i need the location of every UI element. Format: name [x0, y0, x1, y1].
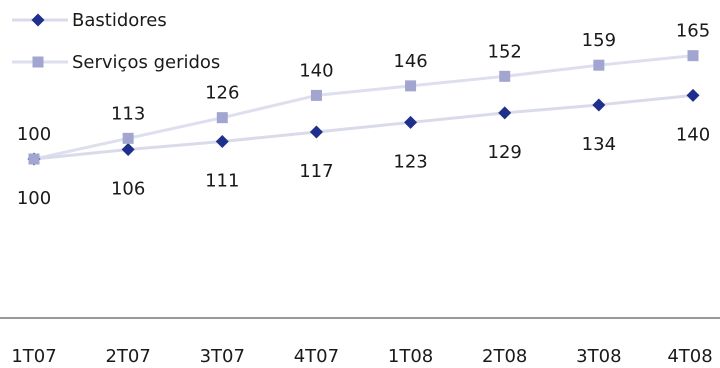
data-label-servicos-geridos-4t07: 140	[299, 60, 333, 81]
data-label-bastidores-2t08: 129	[488, 142, 522, 163]
data-point-bastidores-1t08	[404, 115, 418, 129]
x-tick-label-2t08: 2T08	[482, 346, 527, 367]
x-tick-label-3t07: 3T07	[200, 346, 245, 367]
data-label-bastidores-4t07: 117	[299, 161, 333, 182]
data-labels: 100 106 111 117 123 129 134 140 100 113 126 140 146 1…	[17, 21, 710, 209]
data-label-servicos-geridos-3t07: 126	[205, 83, 239, 104]
data-point-servicos-geridos-2t08	[499, 70, 511, 82]
data-point-bastidores-2t07	[121, 142, 135, 156]
series-line-bastidores	[33, 93, 694, 161]
data-point-servicos-geridos-3t07	[216, 112, 228, 124]
x-tick-label-1t07: 1T07	[11, 346, 56, 367]
data-label-servicos-geridos-4t08: 165	[676, 21, 710, 42]
data-label-bastidores-1t07: 100	[17, 188, 51, 209]
data-label-servicos-geridos-1t07: 100	[17, 124, 51, 145]
data-label-servicos-geridos-2t07: 113	[111, 103, 145, 124]
data-point-servicos-geridos-4t08	[687, 50, 699, 62]
data-point-servicos-geridos-3t08	[593, 59, 605, 71]
data-point-bastidores-2t08	[498, 106, 512, 120]
x-tick-label-4t08: 4T08	[667, 346, 712, 367]
series-line-servicos-geridos	[33, 54, 694, 161]
data-point-bastidores-3t08	[592, 98, 606, 112]
data-label-servicos-geridos-1t08: 146	[393, 51, 427, 72]
data-point-servicos-geridos-4t07	[310, 89, 322, 101]
data-point-servicos-geridos-2t07	[122, 132, 134, 144]
data-label-bastidores-2t07: 106	[111, 178, 145, 199]
x-axis-tick-labels: 1T07 2T07 3T07 4T07 1T08 2T08 3T08 4T08	[11, 346, 712, 367]
data-label-servicos-geridos-3t08: 159	[582, 30, 616, 51]
x-tick-label-3t08: 3T08	[576, 346, 621, 367]
data-label-bastidores-3t07: 111	[205, 171, 239, 192]
legend-marker-bastidores	[31, 13, 45, 27]
data-point-bastidores-3t07	[215, 135, 229, 149]
series-markers	[27, 50, 700, 166]
x-tick-label-4t07: 4T07	[294, 346, 339, 367]
data-label-bastidores-1t08: 123	[393, 151, 427, 172]
legend-marker-servicos-geridos	[32, 56, 44, 68]
data-point-servicos-geridos-1t07	[28, 153, 40, 165]
data-label-bastidores-4t08: 140	[676, 124, 710, 145]
data-point-bastidores-4t07	[309, 125, 323, 139]
x-tick-label-1t08: 1T08	[388, 346, 433, 367]
x-tick-label-2t07: 2T07	[105, 346, 150, 367]
data-label-bastidores-3t08: 134	[582, 134, 616, 155]
series-lines	[33, 54, 694, 161]
data-point-bastidores-4t08	[686, 88, 700, 102]
data-point-servicos-geridos-1t08	[405, 80, 417, 92]
data-label-servicos-geridos-2t08: 152	[488, 41, 522, 62]
legend: Bastidores Serviços geridos	[12, 10, 220, 73]
legend-label-servicos-geridos: Serviços geridos	[72, 52, 220, 73]
legend-label-bastidores: Bastidores	[72, 10, 167, 31]
